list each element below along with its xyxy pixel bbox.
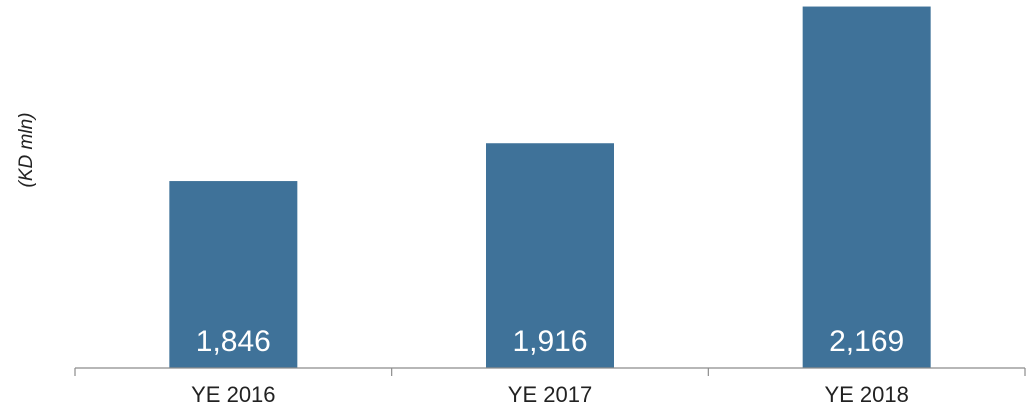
bar-value-label: 1,916: [512, 325, 587, 358]
x-tick-label: YE 2018: [824, 382, 908, 407]
bars-group: 1,846 1,916 2,169: [169, 6, 931, 369]
bar-value-label: 1,846: [196, 325, 271, 358]
bar-3: [802, 6, 931, 369]
x-axis: YE 2016 YE 2017 YE 2018: [74, 367, 1026, 407]
x-tick-label: YE 2016: [191, 382, 275, 407]
x-tick-label: YE 2017: [508, 382, 592, 407]
bar-1: [169, 181, 298, 368]
bar-2: [486, 143, 614, 368]
y-axis-title: (KD mln): [16, 113, 37, 188]
bar-value-label: 2,169: [829, 325, 904, 358]
